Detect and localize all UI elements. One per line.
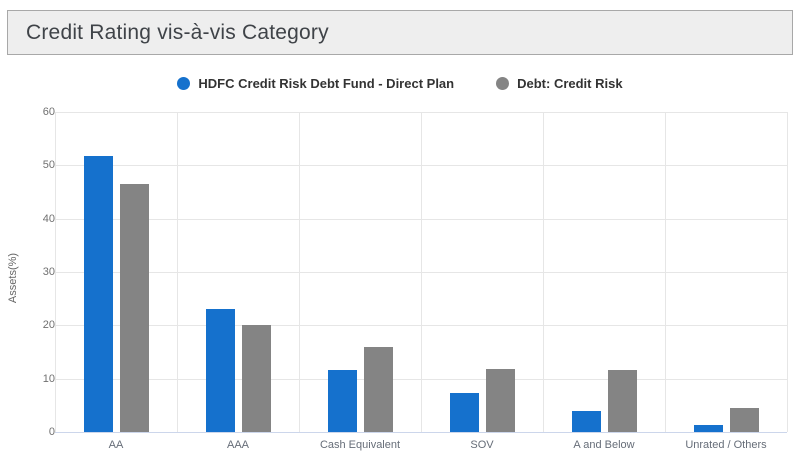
chart-title: Credit Rating vis-à-vis Category bbox=[26, 20, 329, 44]
gridline-x-6 bbox=[787, 112, 788, 432]
gridline-x-5 bbox=[665, 112, 666, 432]
bar-series1-a-and-below[interactable] bbox=[607, 370, 637, 432]
bar-group-sov bbox=[421, 112, 543, 432]
y-tick-label-40: 40 bbox=[42, 212, 55, 225]
x-label-aaa: AAA bbox=[226, 439, 249, 451]
x-label-a-and-below: A and Below bbox=[573, 439, 635, 451]
legend-marker-category-icon bbox=[496, 76, 510, 90]
chart-title-panel: Credit Rating vis-à-vis Category bbox=[7, 10, 793, 55]
x-axis-line bbox=[55, 432, 787, 433]
bar-group-unrated-others bbox=[665, 112, 787, 432]
y-axis-title: Assets(%) bbox=[7, 252, 19, 304]
bar-series0-aa[interactable] bbox=[83, 156, 113, 432]
gridline-x-4 bbox=[543, 112, 544, 432]
x-label-aa: AA bbox=[108, 439, 124, 451]
bar-series0-sov[interactable] bbox=[449, 392, 479, 432]
y-tick-label-0: 0 bbox=[48, 426, 55, 438]
gridline-x-0 bbox=[55, 112, 56, 432]
bar-series1-aa[interactable] bbox=[119, 184, 149, 432]
bar-series1-sov[interactable] bbox=[485, 369, 515, 432]
y-tick-label-10: 10 bbox=[42, 372, 55, 385]
bar-series1-unrated-others[interactable] bbox=[729, 407, 759, 432]
y-tick-label-50: 50 bbox=[42, 159, 55, 172]
bar-series0-unrated-others[interactable] bbox=[693, 424, 723, 432]
gridline-x-3 bbox=[421, 112, 422, 432]
x-label-sov: SOV bbox=[470, 439, 494, 451]
bar-groups bbox=[55, 112, 787, 432]
bar-group-cash-equivalent bbox=[299, 112, 421, 432]
gridline-x-1 bbox=[177, 112, 178, 432]
x-label-unrated-others: Unrated / Others bbox=[685, 439, 767, 451]
bar-group-a-and-below bbox=[543, 112, 665, 432]
plot-area bbox=[55, 112, 788, 433]
bar-group-aa bbox=[55, 112, 177, 432]
y-tick-label-20: 20 bbox=[42, 319, 55, 332]
legend-item-category[interactable]: Debt: Credit Risk bbox=[496, 75, 623, 91]
bar-series0-aaa[interactable] bbox=[205, 309, 235, 432]
y-tick-label-60: 60 bbox=[42, 106, 55, 118]
y-tick-label-30: 30 bbox=[42, 266, 55, 278]
legend-marker-fund-icon bbox=[177, 76, 191, 90]
bar-group-aaa bbox=[177, 112, 299, 432]
x-label-cash-equivalent: Cash Equivalent bbox=[319, 439, 401, 451]
gridline-x-2 bbox=[299, 112, 300, 432]
x-axis-labels: AA AAA Cash Equivalent SOV A and Below Unrate… bbox=[55, 439, 787, 451]
legend-item-fund[interactable]: HDFC Credit Risk Debt Fund - Direct Plan bbox=[177, 76, 454, 91]
bar-series1-aaa[interactable] bbox=[241, 325, 271, 432]
bar-series1-cash-equivalent[interactable] bbox=[363, 347, 393, 432]
legend-label-fund: HDFC Credit Risk Debt Fund - Direct Plan bbox=[198, 75, 455, 91]
bar-series0-a-and-below[interactable] bbox=[571, 411, 601, 432]
legend: HDFC Credit Risk Debt Fund - Direct Plan… bbox=[0, 72, 800, 94]
bar-series0-cash-equivalent[interactable] bbox=[327, 370, 357, 432]
legend-label-category: Debt: Credit Risk bbox=[517, 75, 623, 91]
